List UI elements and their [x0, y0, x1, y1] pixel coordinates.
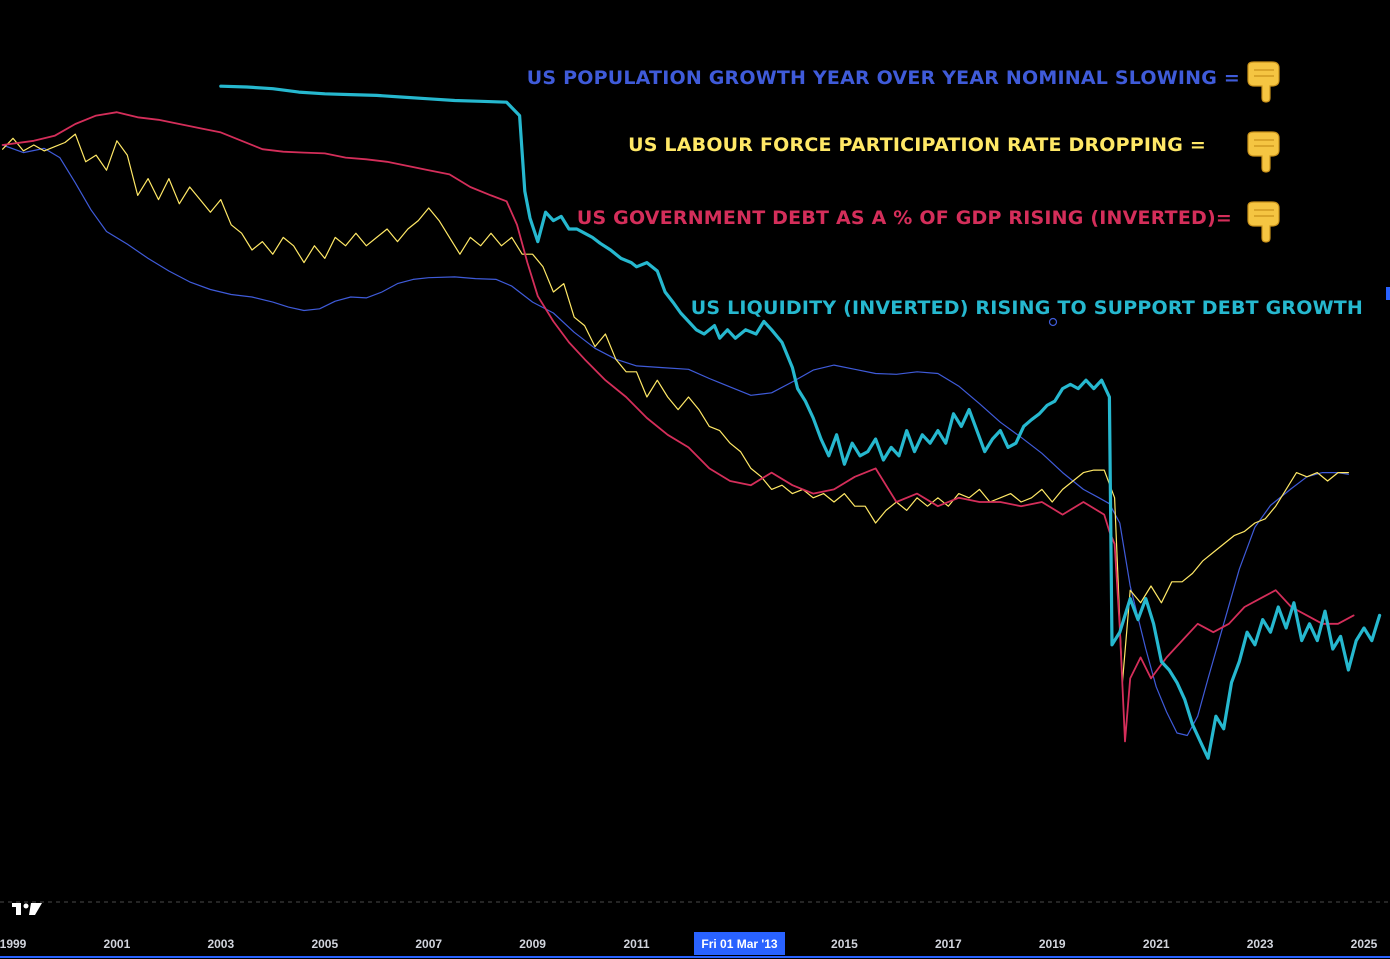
x-tick-label: 2023: [1247, 937, 1274, 951]
annotation-debt: US GOVERNMENT DEBT AS A % OF GDP RISING …: [577, 207, 1232, 229]
x-tick-label: 2007: [415, 937, 442, 951]
x-tick-label: 2021: [1143, 937, 1170, 951]
series-liquidity-line: [219, 84, 1382, 760]
series-population-line: [2, 144, 1349, 737]
pointing-down-hand-icon: [1247, 131, 1280, 173]
series-liquidity-path: [219, 84, 1382, 760]
cursor-dot-icon: [1048, 317, 1058, 327]
x-tick-label: 2003: [207, 937, 234, 951]
pointing-down-hand-icon: [1247, 201, 1280, 243]
x-tick-label: 2017: [935, 937, 962, 951]
series-labour-path: [2, 133, 1349, 684]
x-tick-label: 1999: [0, 937, 27, 951]
series-labour-line: [2, 133, 1349, 684]
series-debt-path: [1, 111, 1355, 743]
x-tick-label: 2005: [311, 937, 338, 951]
annotation-liquidity: US LIQUIDITY (INVERTED) RISING TO SUPPOR…: [691, 297, 1363, 319]
annotation-labour: US LABOUR FORCE PARTICIPATION RATE DROPP…: [628, 134, 1206, 156]
crosshair-time-label: Fri 01 Mar '13: [694, 932, 785, 955]
x-axis[interactable]: 1999 2001 2003 2005 2007 2009 2011 2015 2017 2019…: [0, 937, 1378, 951]
series-population-path: [2, 144, 1349, 737]
tradingview-logo-icon[interactable]: [12, 903, 42, 915]
crosshair-label-text: Fri 01 Mar '13: [701, 937, 778, 951]
x-tick-label: 2001: [104, 937, 131, 951]
annotation-population: US POPULATION GROWTH YEAR OVER YEAR NOMI…: [527, 67, 1240, 89]
x-tick-label: 2019: [1039, 937, 1066, 951]
crosshair-label-bg: [694, 932, 785, 955]
price-scale-marker: [1386, 287, 1390, 300]
x-tick-label: 2025: [1351, 937, 1378, 951]
x-tick-label: 2009: [519, 937, 546, 951]
x-tick-label: 2011: [623, 937, 649, 951]
pointing-down-hand-icon: [1247, 61, 1280, 103]
x-tick-label: 2015: [831, 937, 858, 951]
series-debt-line: [1, 111, 1355, 743]
